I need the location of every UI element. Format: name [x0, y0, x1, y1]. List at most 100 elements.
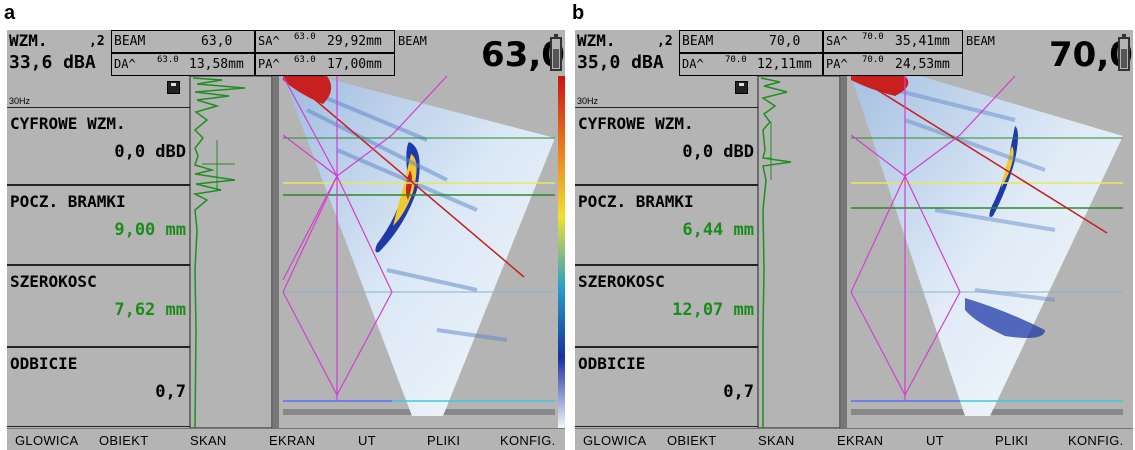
width-block[interactable]: SZEROKOSC 12,07 mm [575, 265, 758, 347]
reflection-block[interactable]: ODBICIE 0,7 [575, 347, 758, 427]
pa-angle: 70.0 [862, 55, 884, 65]
save-disk-icon[interactable] [735, 81, 748, 94]
pa-value: 17,00mm [327, 57, 382, 72]
cursor-diag-2 [336, 291, 393, 396]
menu-glowica[interactable]: GLOWICA [583, 433, 647, 448]
pa-box [255, 53, 395, 76]
sector-scan [283, 76, 555, 416]
battery-icon [550, 34, 562, 71]
menu-skan[interactable]: SKAN [190, 433, 227, 448]
reflection-block[interactable]: ODBICIE 0,7 [7, 347, 190, 427]
cursor-diag-3 [282, 134, 338, 177]
save-disk-icon[interactable] [167, 81, 180, 94]
da-box [111, 53, 255, 76]
gain-value[interactable]: 33,6 dBA [9, 52, 96, 73]
sa-label: SA^ [258, 34, 280, 48]
panel-a: WZM. ,2 33,6 dBA BEAM 63,0 DA^ 63.0 13,5… [7, 30, 565, 450]
menu-ekran[interactable]: EKRAN [269, 433, 316, 448]
digital-gain-title: CYFROWE WZM. [10, 114, 126, 133]
width-block[interactable]: SZEROKOSC 7,62 mm [7, 265, 190, 347]
ascan-trace [192, 77, 246, 428]
scan-display [757, 75, 1123, 428]
gate-start-title: POCZ. BRAMKI [578, 192, 694, 211]
cursor-diag-4 [904, 134, 961, 177]
digital-gain-value: 0,0 dBD [682, 142, 754, 162]
cursor-diag-6 [904, 175, 961, 293]
width-title: SZEROKOSC [578, 272, 665, 291]
gain-value[interactable]: 35,0 dBA [577, 52, 664, 73]
menu-pliki[interactable]: PLIKI [995, 433, 1029, 448]
menu-konfig[interactable]: KONFIG. [1068, 433, 1124, 448]
gate-start-block[interactable]: POCZ. BRAMKI 6,44 mm [575, 185, 758, 265]
pa-box [823, 53, 963, 76]
beam-label: BEAM [114, 34, 146, 49]
sa-angle: 63.0 [294, 32, 316, 42]
cursor-diag-1 [282, 291, 338, 396]
depth-scale [273, 76, 279, 428]
menu-konfig[interactable]: KONFIG. [500, 433, 556, 448]
cursor-diag-6 [336, 175, 393, 293]
digital-gain-title: CYFROWE WZM. [578, 114, 694, 133]
reflection-value: 0,7 [723, 382, 754, 402]
echo-core [1001, 146, 1014, 188]
digital-gain-block[interactable]: CYFROWE WZM. 0,0 dBD [7, 107, 190, 185]
beam-big-label: BEAM [398, 34, 427, 48]
digital-gain-value: 0,0 dBD [114, 142, 186, 162]
cursor-diag-3 [850, 134, 906, 177]
gate-start-value: 9,00 mm [114, 220, 186, 240]
da-label: DA^ [114, 57, 136, 71]
beam-value: 70,0 [769, 34, 801, 49]
reflection-title: ODBICIE [10, 354, 78, 373]
cursor-diag-5 [959, 75, 1016, 136]
da-value: 12,11mm [757, 57, 812, 72]
cursor-diag-5 [391, 75, 448, 136]
digital-gain-block[interactable]: CYFROWE WZM. 0,0 dBD [575, 107, 758, 185]
menu-glowica[interactable]: GLOWICA [15, 433, 79, 448]
pa-angle: 63.0 [294, 55, 316, 65]
menu-ut[interactable]: UT [926, 433, 944, 448]
beam-line [286, 75, 525, 278]
sa-label: SA^ [826, 34, 848, 48]
ascan-area [757, 75, 841, 428]
panel-b-label: b [572, 2, 585, 24]
sector-streaks [306, 88, 508, 342]
da-box [679, 53, 823, 76]
menu-ut[interactable]: UT [358, 433, 376, 448]
reflection-title: ODBICIE [578, 354, 646, 373]
near-field-echo [851, 76, 909, 96]
menu-pliki[interactable]: PLIKI [427, 433, 461, 448]
cursor-diag-7 [850, 175, 906, 293]
depth-scale [841, 76, 847, 428]
cursor-diag-4 [336, 134, 393, 177]
bottom-menu: GLOWICA OBIEKT SKAN EKRAN UT PLIKI KONFI… [7, 428, 565, 450]
menu-ekran[interactable]: EKRAN [837, 433, 884, 448]
gain-step: ,2 [657, 34, 673, 49]
sa-value: 35,41mm [895, 34, 950, 49]
width-value: 12,07 mm [672, 300, 754, 320]
cursor-diag-7 [282, 175, 338, 293]
beam-box [679, 30, 823, 53]
beam-big-label: BEAM [966, 34, 995, 48]
menu-obiekt[interactable]: OBIEKT [99, 433, 149, 448]
frequency-label: 30Hz [577, 96, 599, 106]
menu-obiekt[interactable]: OBIEKT [667, 433, 717, 448]
sa-box [823, 30, 963, 53]
sector-scan [851, 76, 1123, 416]
gain-label: WZM. [577, 31, 616, 50]
sa-angle: 70.0 [862, 32, 884, 42]
frequency-label: 30Hz [9, 96, 31, 106]
header-bar: WZM. ,2 35,0 dBA BEAM 70,0 DA^ 70.0 12,1… [575, 30, 1133, 76]
gate-start-title: POCZ. BRAMKI [10, 192, 126, 211]
echo-indication [989, 126, 1018, 217]
gain-step: ,2 [89, 34, 105, 49]
pa-label: PA^ [258, 57, 280, 71]
beam-label: BEAM [682, 34, 714, 49]
da-angle: 70.0 [725, 55, 747, 65]
da-label: DA^ [682, 57, 704, 71]
gate-start-block[interactable]: POCZ. BRAMKI 9,00 mm [7, 185, 190, 265]
menu-skan[interactable]: SKAN [758, 433, 795, 448]
pa-label: PA^ [826, 57, 848, 71]
color-palette-bar [558, 76, 565, 428]
sa-value: 29,92mm [327, 34, 382, 49]
scan-display [189, 75, 565, 428]
